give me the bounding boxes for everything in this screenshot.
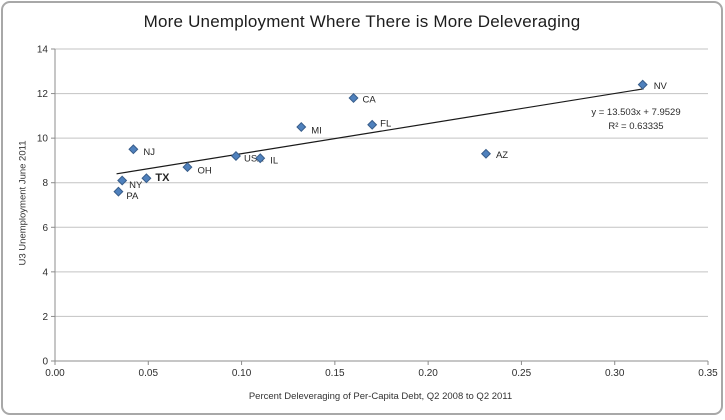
scatter-plot: 0 2 4 6 8 10 12 14 0.00 0.05 0.10 0.15 0.20 0.25 0.30 0… <box>37 45 718 380</box>
r-squared-text: R² = 0.63335 <box>608 120 664 132</box>
data-point-label: PA <box>126 191 139 202</box>
data-point-marker <box>113 186 124 197</box>
y-tick-label: 10 <box>37 134 49 145</box>
chart-title: More Unemployment Where There is More De… <box>143 12 581 31</box>
data-point-label: NV <box>654 81 668 92</box>
y-tick-label: 12 <box>37 89 49 100</box>
data-point-marker <box>117 175 128 186</box>
data-point-label: OH <box>197 166 211 177</box>
data-point-label: FL <box>380 118 391 129</box>
x-tick-label: 0.30 <box>605 368 625 379</box>
x-tick-label: 0.05 <box>139 368 159 379</box>
data-point-marker <box>230 150 241 161</box>
y-tick-label: 8 <box>42 178 48 189</box>
y-tick-label: 14 <box>37 45 49 56</box>
data-point-label: AZ <box>496 150 508 161</box>
data-point-label: TX <box>155 172 170 184</box>
x-tick-label: 0.20 <box>418 368 438 379</box>
data-point-label: NJ <box>143 147 155 158</box>
trendline-equation: y = 13.503x + 7.9529 R² = 0.63335 <box>565 106 707 133</box>
x-axis-title: Percent Deleveraging of Per-Capita Debt,… <box>248 391 513 402</box>
trendline-equation-text: y = 13.503x + 7.9529 <box>591 107 681 118</box>
trendline <box>116 88 644 175</box>
x-tick-label: 0.15 <box>325 368 345 379</box>
y-tick-label: 6 <box>42 223 48 234</box>
data-point-marker <box>480 148 491 159</box>
data-point-marker <box>182 162 193 173</box>
data-point-label: USA <box>244 153 264 164</box>
data-point-label: CA <box>363 95 377 106</box>
data-point-marker <box>637 79 648 90</box>
data-point-marker <box>296 121 307 133</box>
data-point-label: IL <box>270 156 278 167</box>
data-point-label: NY <box>129 180 143 191</box>
data-point-marker <box>255 153 266 164</box>
data-point-marker <box>348 93 359 104</box>
y-tick-label: 4 <box>42 267 48 278</box>
y-axis-title: U3 Unemployment June 2011 <box>17 140 29 266</box>
data-point-marker <box>128 144 139 155</box>
y-tick-label: 0 <box>42 357 48 368</box>
x-tick-label: 0.25 <box>512 368 532 379</box>
y-tick-label: 2 <box>42 312 48 323</box>
data-point-label: MI <box>311 126 322 137</box>
data-point-marker <box>367 119 378 130</box>
x-tick-label: 0.35 <box>698 368 718 379</box>
x-tick-label: 0.00 <box>45 368 65 379</box>
x-tick-label: 0.10 <box>232 368 252 379</box>
data-point-marker <box>141 173 152 184</box>
